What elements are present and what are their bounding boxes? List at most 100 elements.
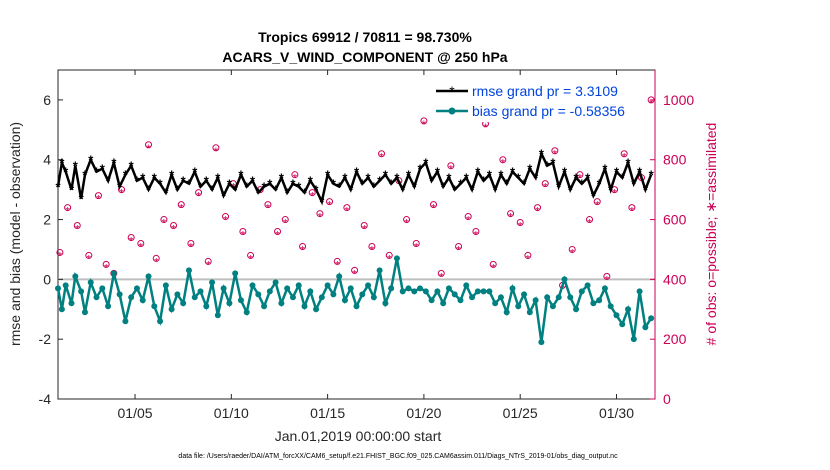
obs-assimilated-point: *	[422, 119, 427, 131]
bias-point	[284, 285, 291, 292]
obs-assimilated-point: *	[223, 215, 228, 227]
rmse-point: *	[181, 174, 187, 189]
obs-possible-point	[212, 144, 220, 152]
rmse-point: *	[591, 189, 597, 204]
x-tick-label: 01/30	[599, 405, 634, 421]
bias-point	[99, 285, 106, 292]
bias-point	[584, 282, 591, 289]
obs-assimilated-point: *	[300, 244, 305, 256]
obs-possible-point	[586, 216, 594, 224]
rmse-point: *	[285, 186, 291, 201]
bias-point	[469, 294, 476, 301]
x-tick-label: 01/20	[406, 405, 441, 421]
obs-possible-point	[455, 242, 463, 250]
rmse-point: *	[163, 186, 169, 201]
bias-point	[272, 279, 279, 286]
obs-possible-point	[403, 216, 411, 224]
bias-point	[463, 282, 470, 289]
bias-point	[411, 288, 418, 295]
obs-possible-point	[281, 216, 289, 224]
obs-possible-point	[73, 222, 81, 230]
bias-point	[289, 294, 296, 301]
rmse-point: *	[602, 162, 608, 177]
obs-possible-point	[472, 228, 480, 236]
obs-assimilated-point: *	[214, 146, 219, 158]
bias-point	[249, 282, 256, 289]
bias-point	[619, 321, 626, 328]
bias-point	[81, 309, 88, 316]
rmse-point: *	[73, 159, 79, 174]
rmse-point: *	[238, 168, 244, 183]
obs-assimilated-point: *	[352, 268, 357, 280]
bias-point	[237, 297, 244, 304]
obs-assimilated-point: *	[345, 206, 350, 218]
bias-point	[185, 267, 192, 274]
bias-point	[58, 306, 65, 313]
rmse-point: *	[643, 183, 649, 198]
rmse-point: *	[614, 165, 620, 180]
rmse-point: *	[360, 177, 366, 192]
rmse-series-line	[56, 150, 653, 206]
bias-point	[417, 285, 424, 292]
obs-possible-point	[351, 266, 359, 274]
obs-possible-point	[56, 248, 64, 256]
legend-rmse-label: rmse grand pr = 3.3109	[472, 83, 618, 99]
bias-point	[648, 315, 655, 322]
legend-bias-marker	[448, 107, 456, 115]
obs-possible-point	[291, 171, 299, 179]
obs-possible-point	[247, 251, 255, 259]
obs-assimilated-point: *	[189, 241, 194, 253]
obs-possible-point	[551, 147, 559, 155]
bias-point	[405, 285, 412, 292]
bias-point	[68, 300, 75, 307]
bias-point	[457, 297, 464, 304]
x-tick-label: 01/05	[118, 405, 153, 421]
rmse-point: *	[539, 147, 545, 162]
bias-point	[642, 324, 649, 331]
x-tick-label: 01/25	[503, 405, 538, 421]
bias-point	[434, 288, 441, 295]
obs-possible-point	[447, 162, 455, 170]
bias-point	[486, 288, 493, 295]
rmse-point: *	[626, 156, 632, 171]
rmse-point: *	[123, 168, 129, 183]
rmse-point: *	[337, 180, 343, 195]
rmse-point: *	[446, 171, 452, 186]
obs-possible-point	[274, 228, 282, 236]
obs-assimilated-point: *	[387, 253, 392, 265]
rmse-point: *	[348, 183, 354, 198]
rmse-point: *	[215, 171, 221, 186]
bias-point	[87, 279, 94, 286]
rmse-point: *	[516, 171, 522, 186]
bias-point	[532, 297, 539, 304]
obs-possible-point	[127, 233, 135, 241]
rmse-point: *	[441, 180, 447, 195]
bias-point	[301, 303, 308, 310]
obs-assimilated-point: *	[179, 203, 184, 215]
bias-point	[336, 273, 343, 280]
x-tick-label: 01/10	[214, 405, 249, 421]
bias-point	[549, 303, 556, 310]
rmse-point: *	[406, 168, 412, 183]
bias-point	[573, 306, 580, 313]
bias-point	[243, 309, 250, 316]
rmse-point: *	[331, 177, 337, 192]
bias-point	[613, 312, 620, 319]
y-tick-label-left: 2	[43, 212, 51, 228]
obs-possible-point	[94, 192, 102, 200]
obs-possible-point	[204, 257, 212, 265]
obs-assimilated-point: *	[595, 200, 600, 212]
obs-assimilated-point: *	[526, 253, 531, 265]
obs-possible-point	[152, 254, 160, 262]
bias-point	[359, 291, 366, 298]
bias-point	[567, 294, 574, 301]
bias-point	[445, 285, 452, 292]
obs-possible-point	[628, 204, 636, 212]
bias-point	[151, 303, 158, 310]
obs-assimilated-point: *	[535, 206, 540, 218]
obs-assimilated-point: *	[404, 218, 409, 230]
rmse-point: *	[296, 180, 302, 195]
rmse-point: *	[481, 174, 487, 189]
obs-assimilated-point: *	[335, 259, 340, 271]
obs-possible-point	[412, 239, 420, 247]
